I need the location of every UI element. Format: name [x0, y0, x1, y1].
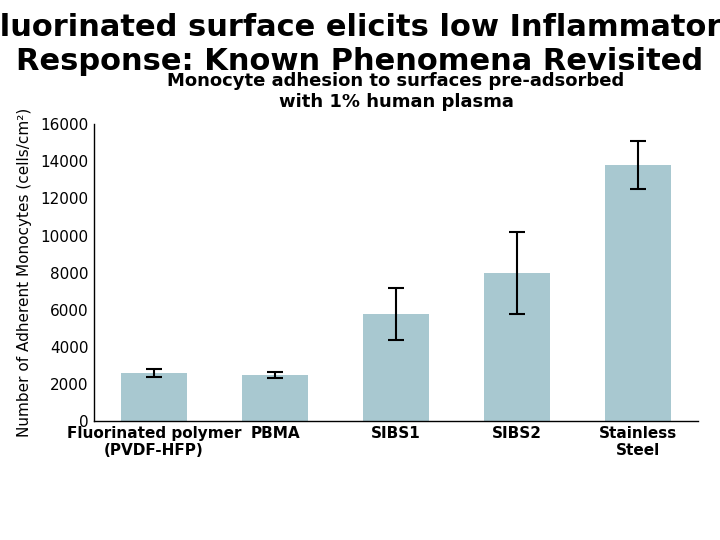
Bar	[242, 375, 308, 421]
Y-axis label: Number of Adherent Monocytes (cells/cm²): Number of Adherent Monocytes (cells/cm²)	[17, 108, 32, 437]
Bar	[121, 373, 187, 421]
Bar	[363, 314, 429, 421]
Text: Data Developed in conjunction with Prof. Buddy Ratner (Univ of Wash) and on file: Data Developed in conjunction with Prof.…	[158, 486, 614, 518]
Text: CRT2011: CRT2011	[22, 492, 131, 512]
Text: Fluorinated surface elicits low Inflammatory
Response: Known Phenomena Revisited: Fluorinated surface elicits low Inflamma…	[0, 14, 720, 76]
Text: Monocyte adhesion to surfaces pre-adsorbed
with 1% human plasma: Monocyte adhesion to surfaces pre-adsorb…	[167, 72, 625, 111]
Bar	[605, 165, 671, 421]
Bar	[484, 273, 550, 421]
